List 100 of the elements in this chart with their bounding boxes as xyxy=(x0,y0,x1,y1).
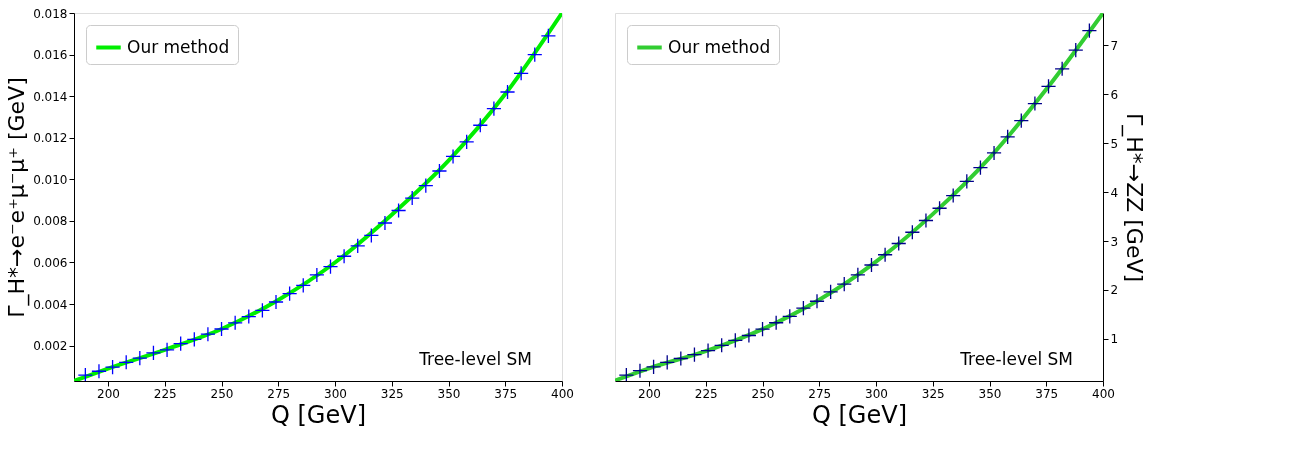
x-tick-label: 400 xyxy=(551,386,574,401)
point xyxy=(145,345,162,361)
point xyxy=(1040,78,1057,95)
y-tick-label: 0.018 xyxy=(33,6,68,21)
point xyxy=(458,134,475,150)
point xyxy=(863,257,880,273)
x-tick-label: 300 xyxy=(324,386,347,401)
point xyxy=(891,235,907,252)
y-tick-label: 1 xyxy=(1110,332,1119,347)
point xyxy=(972,159,989,176)
x-tick-label: 325 xyxy=(921,386,945,401)
point xyxy=(254,302,271,319)
point xyxy=(618,367,635,381)
point xyxy=(418,177,434,194)
point xyxy=(795,300,812,316)
x-tick-label: 250 xyxy=(210,386,234,401)
x-tick-label: 225 xyxy=(153,386,177,401)
point xyxy=(445,148,461,165)
point xyxy=(1068,42,1084,58)
x-tick-label: 375 xyxy=(1035,386,1059,401)
point xyxy=(1013,112,1030,129)
x-tick-label: 275 xyxy=(267,386,291,401)
point xyxy=(527,46,543,63)
point xyxy=(686,346,703,363)
point xyxy=(931,200,948,216)
point xyxy=(727,332,744,349)
point xyxy=(377,215,393,231)
y-tick-label: 2 xyxy=(1110,283,1119,298)
x-tick-label: 400 xyxy=(1092,386,1115,401)
point xyxy=(904,224,921,240)
point xyxy=(472,117,489,133)
point xyxy=(350,238,366,254)
point xyxy=(673,350,689,367)
point xyxy=(104,359,121,375)
point xyxy=(322,258,339,275)
point xyxy=(363,227,380,244)
point xyxy=(918,212,934,229)
y-tick-label: 4 xyxy=(1110,185,1119,200)
point xyxy=(390,202,407,219)
point xyxy=(540,28,557,44)
point xyxy=(986,145,1002,161)
point xyxy=(822,284,839,300)
point xyxy=(431,163,448,179)
x-axis-title: Q [GeV] xyxy=(270,400,367,429)
point xyxy=(159,342,175,358)
y-tick-label: 0.004 xyxy=(33,297,68,312)
point xyxy=(227,315,243,331)
y-tick-label: 0.010 xyxy=(33,172,68,187)
y-tick-label: 7 xyxy=(1110,38,1119,53)
legend-label: Our method xyxy=(127,36,230,57)
annotation: Tree-level SM xyxy=(418,349,532,369)
y-tick-label: 0.016 xyxy=(33,48,68,63)
x-tick-label: 275 xyxy=(808,386,832,401)
x-tick-label: 375 xyxy=(494,386,518,401)
point xyxy=(999,129,1016,145)
y-tick-label: 0.008 xyxy=(33,214,68,229)
x-tick-label: 225 xyxy=(694,386,718,401)
y-tick-label: 6 xyxy=(1110,87,1119,102)
legend-label: Our method xyxy=(668,36,771,57)
point xyxy=(659,354,675,371)
x-tick-label: 200 xyxy=(638,386,661,401)
point xyxy=(754,321,771,337)
point xyxy=(713,337,730,353)
point xyxy=(1027,95,1043,112)
point xyxy=(809,293,825,309)
point xyxy=(782,308,798,325)
y-tick-label: 0.002 xyxy=(33,339,68,354)
y-tick-label: 0.012 xyxy=(33,131,68,146)
y-axis-title: Γ_H*→ZZ [GeV] xyxy=(1121,112,1148,283)
point xyxy=(632,363,648,379)
point xyxy=(309,267,325,283)
point xyxy=(850,267,866,283)
point xyxy=(241,308,257,325)
point xyxy=(186,331,203,348)
point xyxy=(768,315,784,331)
x-tick-label: 350 xyxy=(437,386,461,401)
point xyxy=(877,247,893,263)
point xyxy=(132,350,148,366)
annotation: Tree-level SM xyxy=(959,349,1073,369)
point xyxy=(118,354,134,371)
point xyxy=(741,327,757,344)
point xyxy=(172,335,189,352)
x-tick-label: 350 xyxy=(978,386,1002,401)
point xyxy=(268,294,284,310)
point xyxy=(336,248,352,264)
y-tick-label: 3 xyxy=(1110,234,1119,249)
point xyxy=(1054,61,1070,77)
point xyxy=(1081,22,1098,39)
x-tick-label: 250 xyxy=(751,386,775,401)
point xyxy=(836,276,852,292)
point xyxy=(404,190,420,206)
point xyxy=(200,326,216,342)
point xyxy=(959,173,975,190)
point xyxy=(645,359,662,375)
y-tick-label: 0.014 xyxy=(33,89,68,104)
point xyxy=(281,285,298,302)
point xyxy=(213,321,230,337)
point xyxy=(295,277,311,294)
y-tick-label: 0.006 xyxy=(33,255,68,270)
point xyxy=(91,363,107,379)
